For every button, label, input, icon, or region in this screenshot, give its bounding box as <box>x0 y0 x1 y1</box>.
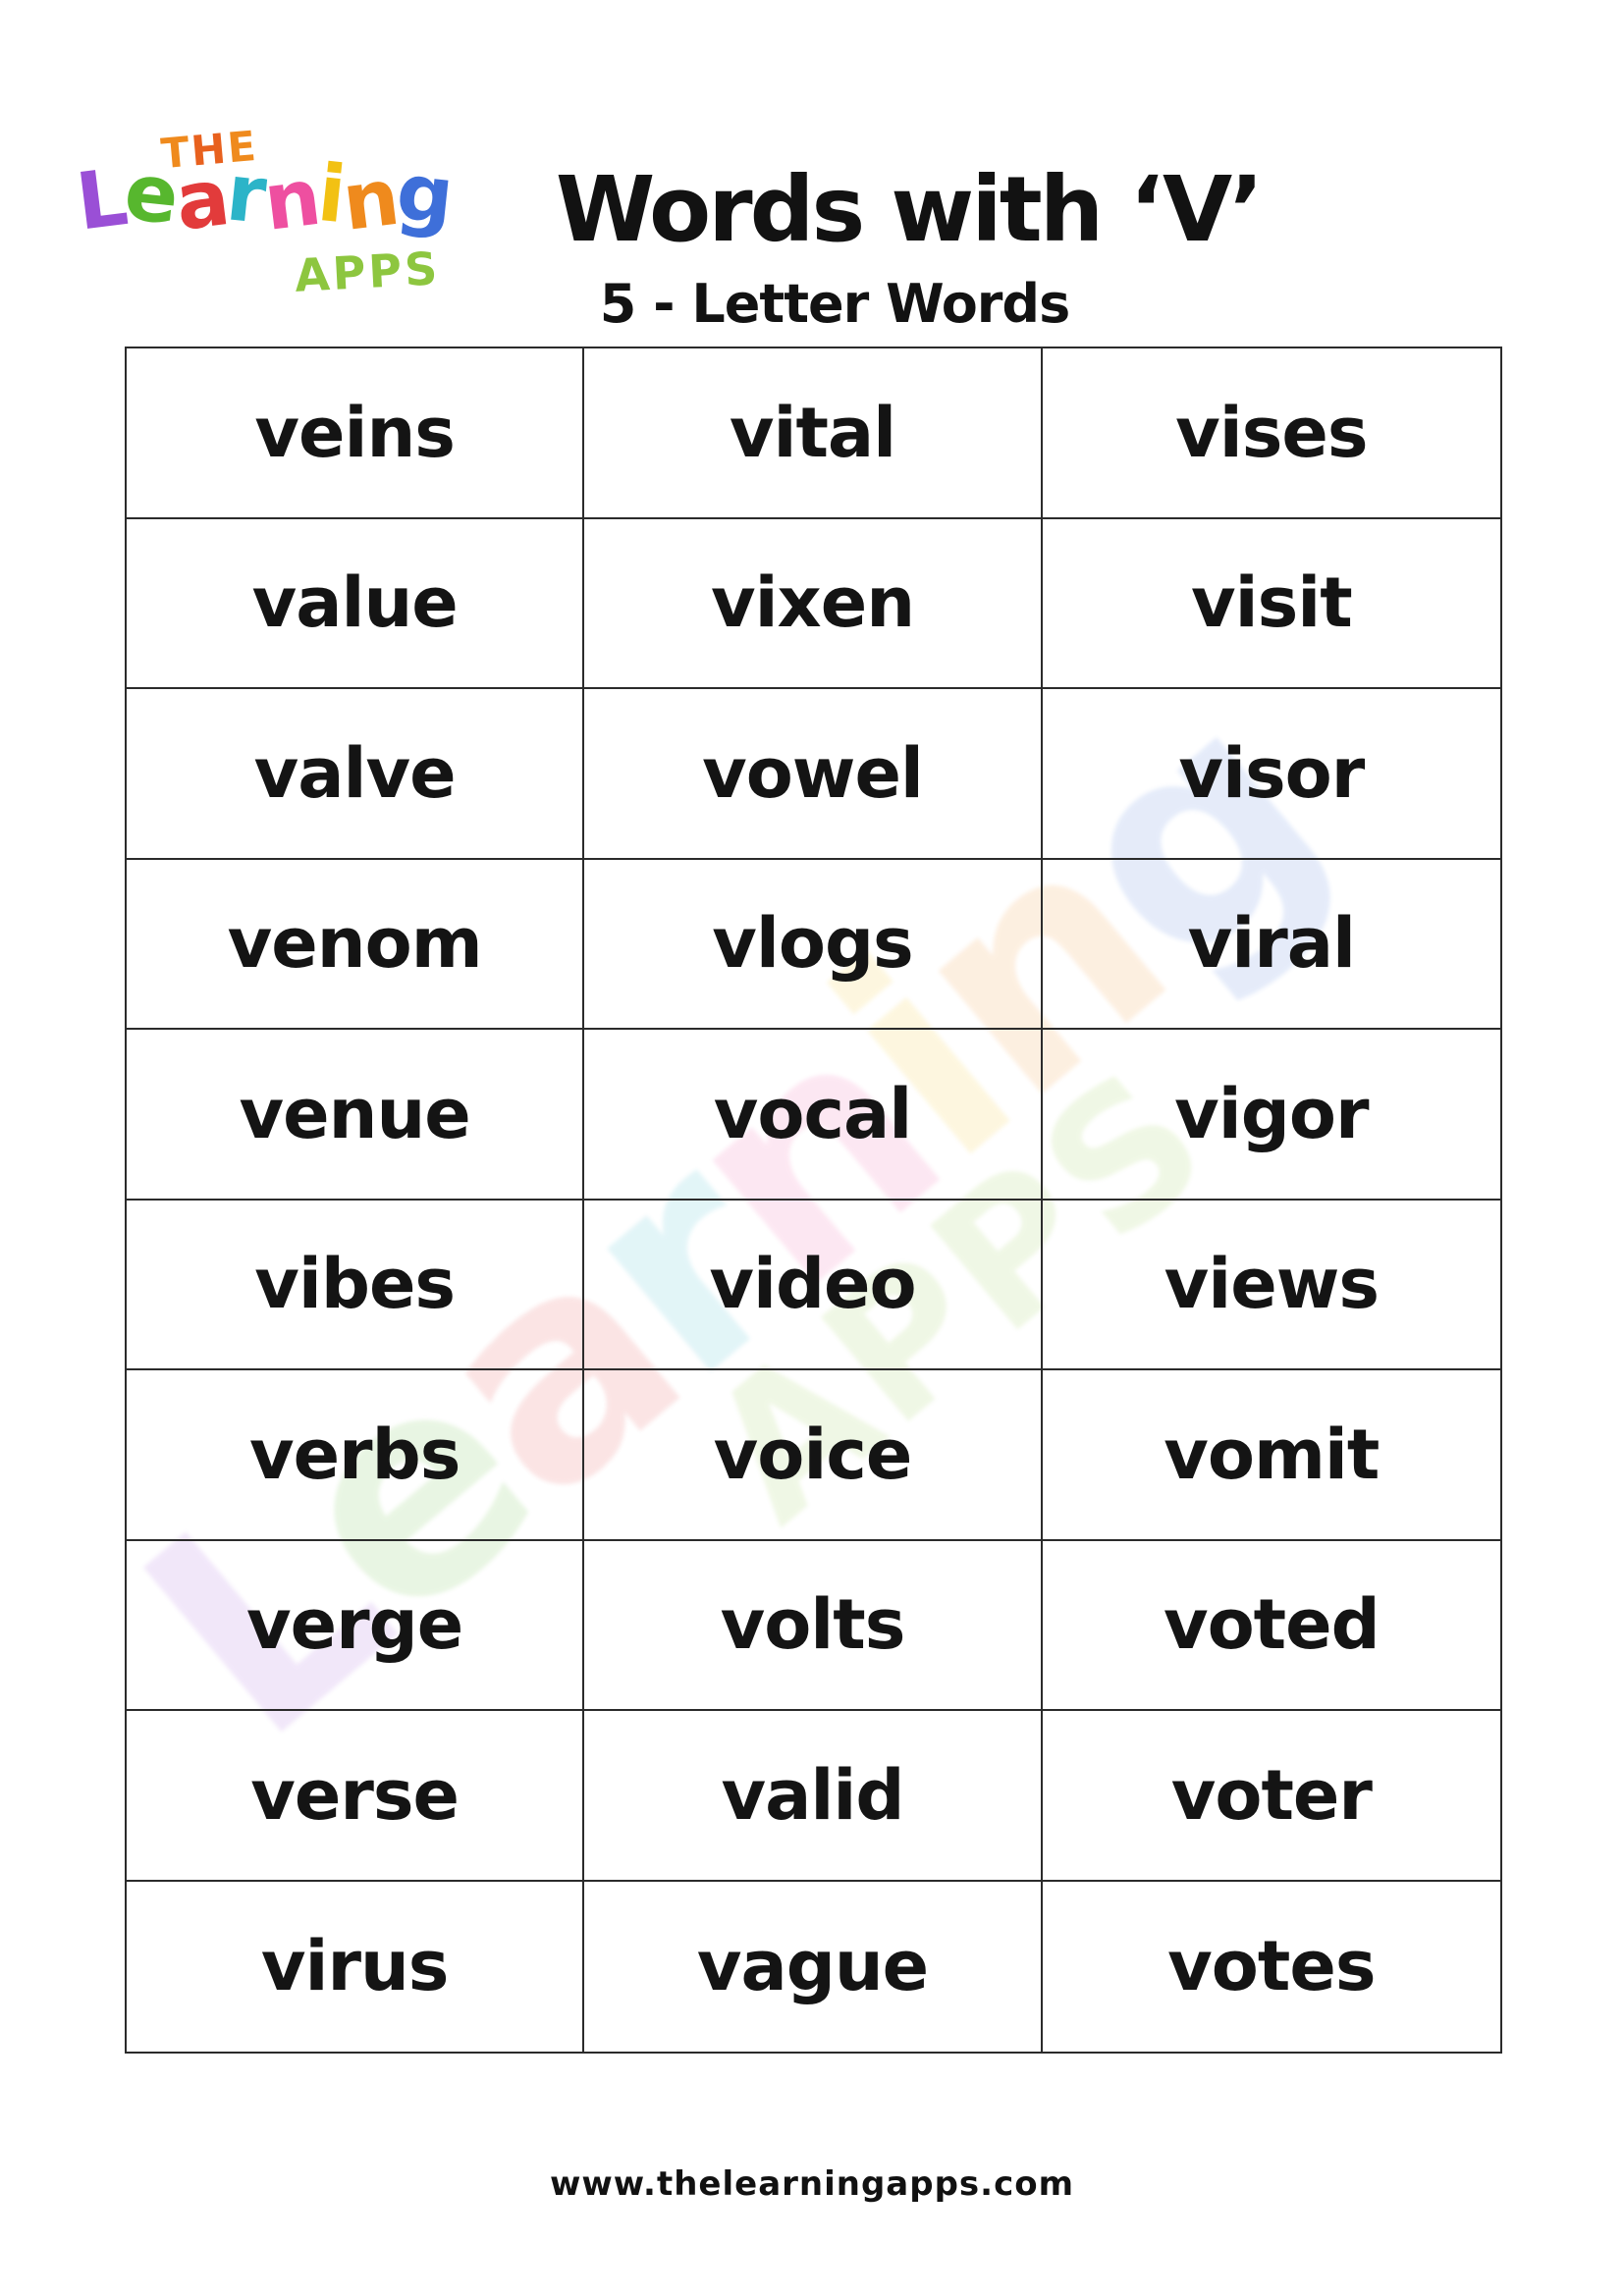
word-table: veins vital vises value vixen visit valve vowel… <box>125 347 1502 2054</box>
logo-learning-text: Learning <box>72 145 456 248</box>
word-cell: voter <box>1042 1711 1500 1882</box>
word-cell: venom <box>127 859 585 1030</box>
word-cell: visit <box>1042 519 1500 689</box>
word-cell: veins <box>127 348 585 519</box>
logo-apps-text: APPS <box>293 241 442 302</box>
word-cell: virus <box>127 1881 585 2052</box>
word-cell: vlogs <box>584 859 1043 1030</box>
word-cell: voice <box>584 1370 1043 1541</box>
word-cell: vague <box>584 1881 1043 2052</box>
word-cell: valid <box>584 1711 1043 1882</box>
page-title: Words with ‘V’ <box>555 157 1264 262</box>
word-cell: voted <box>1042 1541 1500 1711</box>
word-cell: viral <box>1042 860 1500 1030</box>
logo-letter: g <box>392 145 457 242</box>
word-cell: vital <box>584 348 1043 519</box>
word-cell: vises <box>1042 348 1500 519</box>
word-cell: votes <box>1167 1926 1376 2007</box>
word-cell: vixen <box>584 518 1043 689</box>
footer-url: www.thelearningapps.com <box>549 2164 1075 2204</box>
word-cell: video <box>584 1200 1043 1370</box>
word-cell: verbs <box>127 1370 585 1541</box>
word-cell: visor <box>1042 689 1500 860</box>
word-cell: vibes <box>127 1200 585 1370</box>
word-cell: volts <box>584 1540 1043 1711</box>
word-cell: vocal <box>584 1030 1043 1201</box>
word-cell: venue <box>127 1030 585 1201</box>
word-cell: valve <box>127 689 585 860</box>
word-cell: vomit <box>1042 1370 1500 1541</box>
word-cell: vigor <box>1042 1030 1500 1201</box>
word-cell: vowel <box>584 689 1043 860</box>
word-cell: verge <box>127 1540 585 1711</box>
word-cell: verse <box>127 1711 585 1882</box>
page-subtitle: 5 - Letter Words <box>599 273 1070 335</box>
word-cell: views <box>1042 1201 1500 1370</box>
word-cell: value <box>127 518 585 689</box>
